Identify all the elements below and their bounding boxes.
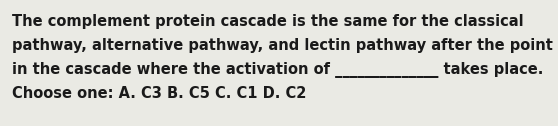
Text: pathway, alternative pathway, and lectin pathway after the point: pathway, alternative pathway, and lectin… [12, 38, 553, 53]
Text: The complement protein cascade is the same for the classical: The complement protein cascade is the sa… [12, 14, 523, 29]
Text: in the cascade where the activation of ______________ takes place.: in the cascade where the activation of _… [12, 62, 543, 78]
Text: Choose one: A. C3 B. C5 C. C1 D. C2: Choose one: A. C3 B. C5 C. C1 D. C2 [12, 86, 306, 101]
